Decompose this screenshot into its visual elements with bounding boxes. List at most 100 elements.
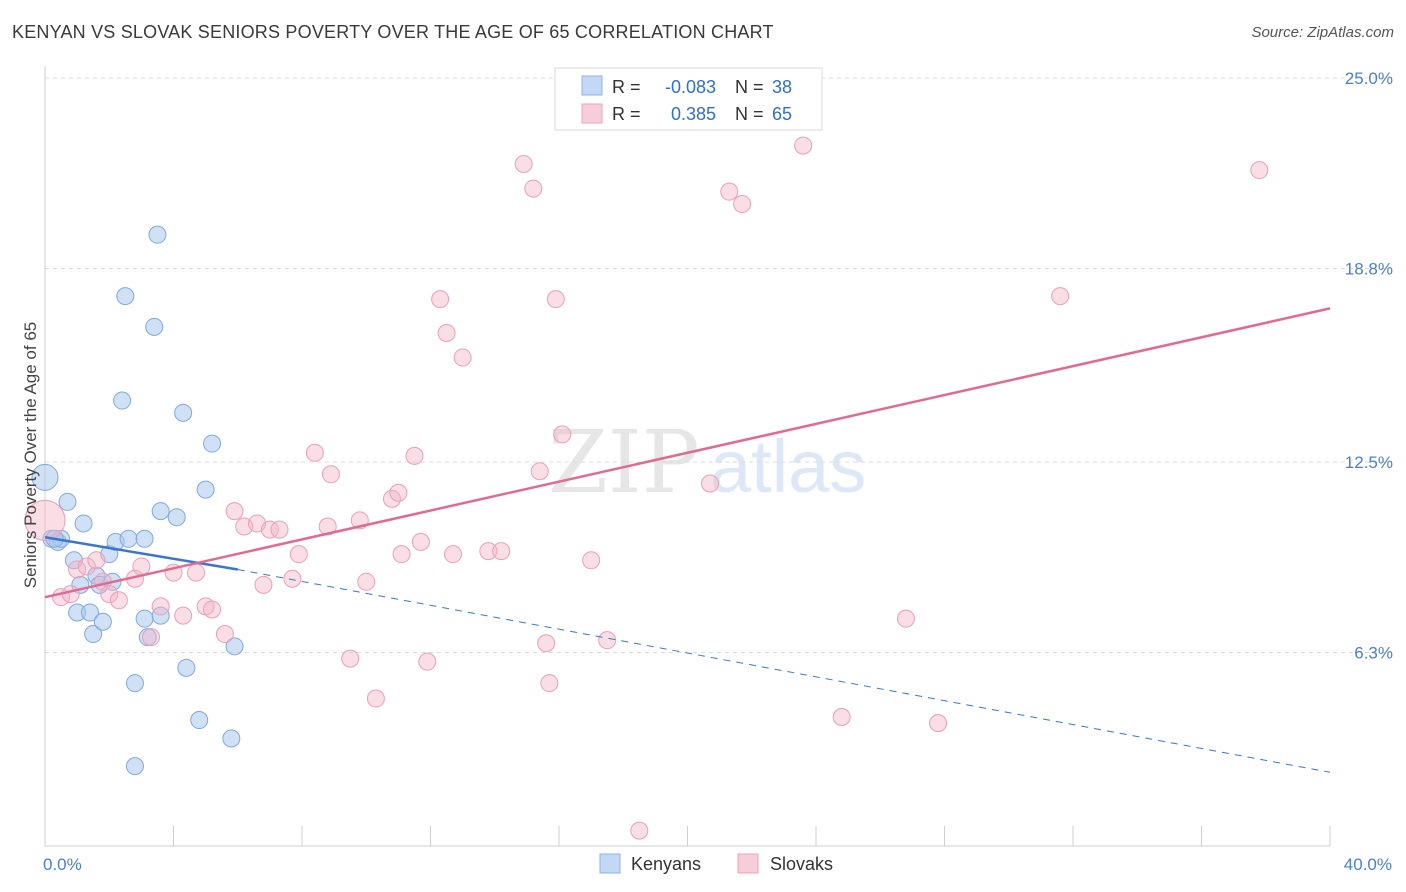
kenyans-bottom-swatch xyxy=(599,853,621,874)
kenyans-point xyxy=(203,434,222,453)
kenyans-point xyxy=(196,480,215,499)
slovaks-n-value: 65 xyxy=(772,104,792,124)
slovaks-point xyxy=(254,575,273,594)
slovaks-point xyxy=(366,689,385,708)
kenyans-point xyxy=(125,674,144,693)
slovaks-point xyxy=(357,572,376,591)
slovaks-point xyxy=(305,443,324,462)
y-axis-label: Seniors Poverty Over the Age of 65 xyxy=(21,322,40,588)
kenyans-n-label: N = xyxy=(735,77,764,97)
slovaks-point xyxy=(100,585,119,604)
slovaks-point xyxy=(186,563,205,582)
slovaks-point xyxy=(68,560,87,579)
kenyans-point xyxy=(31,463,59,491)
slovaks-point xyxy=(109,591,128,610)
source-credit: Source: ZipAtlas.com xyxy=(1251,24,1394,41)
slovaks-point xyxy=(321,465,340,484)
gridlines xyxy=(45,77,1392,653)
kenyans-point xyxy=(80,603,99,622)
slovaks-point xyxy=(418,652,437,671)
kenyans-point xyxy=(74,514,93,533)
slovaks-point xyxy=(431,290,450,309)
slovaks-point xyxy=(151,597,170,616)
kenyans-point xyxy=(135,609,154,628)
kenyans-n-value: 38 xyxy=(772,77,792,97)
slovaks-point xyxy=(215,625,234,644)
kenyans-point xyxy=(145,317,164,336)
kenyans-point xyxy=(190,711,209,730)
kenyans-point xyxy=(93,612,112,631)
slovaks-legend-swatch xyxy=(581,103,603,124)
y-tick-labels: 6.3% 12.5% 18.8% 25.0% xyxy=(1345,69,1393,662)
slovaks-point xyxy=(582,551,601,570)
trendlines xyxy=(44,307,1331,773)
slovaks-point xyxy=(929,714,948,733)
watermark-zip: ZIP xyxy=(548,413,700,513)
slovaks-point xyxy=(492,542,511,561)
slovaks-point xyxy=(479,542,498,561)
kenyans-point xyxy=(84,625,103,644)
slovaks-point xyxy=(546,290,565,309)
slovaks-point xyxy=(720,182,739,201)
slovaks-legend-label: Slovaks xyxy=(770,854,833,874)
slovaks-point xyxy=(443,545,462,564)
axes xyxy=(44,66,1331,847)
slovaks-bottom-swatch xyxy=(737,853,759,874)
slovaks-point xyxy=(318,517,337,536)
slovaks-point xyxy=(524,179,543,198)
kenyans-point xyxy=(135,529,154,548)
slovaks-point xyxy=(514,155,533,174)
slovaks-point xyxy=(260,520,279,539)
x-tick-label-max: 40.0% xyxy=(1344,855,1392,874)
slovaks-trendline xyxy=(44,307,1331,599)
kenyans-point xyxy=(225,637,244,656)
watermark: ZIP atlas xyxy=(548,413,866,513)
kenyans-r-value: -0.083 xyxy=(665,77,716,97)
slovaks-r-value: 0.385 xyxy=(671,104,716,124)
slovaks-point xyxy=(540,674,559,693)
slovaks-point xyxy=(733,194,752,213)
kenyans-point xyxy=(113,391,132,410)
slovaks-point xyxy=(24,499,66,541)
slovaks-point xyxy=(87,551,106,570)
slovaks-point xyxy=(530,462,549,481)
kenyans-point xyxy=(58,492,77,511)
kenyans-point xyxy=(151,606,170,625)
kenyans-legend-swatch xyxy=(581,75,603,96)
kenyans-point xyxy=(167,508,186,527)
slovaks-point xyxy=(225,502,244,521)
slovaks-point xyxy=(537,634,556,653)
slovaks-point xyxy=(437,323,456,342)
slovaks-point xyxy=(61,585,80,604)
slovaks-point xyxy=(1051,287,1070,306)
kenyans-point xyxy=(116,287,135,306)
slovaks-point xyxy=(832,707,851,726)
kenyans-point xyxy=(222,729,241,748)
kenyans-point xyxy=(177,658,196,677)
series-legend: Kenyans Slovaks xyxy=(599,853,833,874)
slovaks-point xyxy=(270,520,289,539)
y-tick-label: 25.0% xyxy=(1345,69,1393,88)
slovaks-point xyxy=(794,136,813,155)
slovaks-point xyxy=(203,600,222,619)
slovaks-point xyxy=(341,649,360,668)
kenyans-legend-label: Kenyans xyxy=(631,854,701,874)
slovaks-n-label: N = xyxy=(735,104,764,124)
slovaks-point xyxy=(630,821,649,840)
slovaks-point xyxy=(389,483,408,502)
slovaks-point xyxy=(405,446,424,465)
slovaks-r-label: R = xyxy=(612,104,641,124)
slovaks-point xyxy=(132,557,151,576)
kenyans-trendline xyxy=(44,536,238,571)
slovaks-point xyxy=(392,545,411,564)
slovaks-point xyxy=(598,631,617,650)
slovaks-point xyxy=(896,609,915,628)
kenyans-point xyxy=(125,757,144,776)
slovaks-point xyxy=(1250,161,1269,180)
slovaks-point xyxy=(77,557,96,576)
y-tick-label: 6.3% xyxy=(1354,643,1393,662)
x-tick-label-min: 0.0% xyxy=(43,855,82,874)
watermark-atlas: atlas xyxy=(710,425,866,508)
kenyans-points xyxy=(31,225,244,776)
kenyans-r-label: R = xyxy=(612,77,641,97)
